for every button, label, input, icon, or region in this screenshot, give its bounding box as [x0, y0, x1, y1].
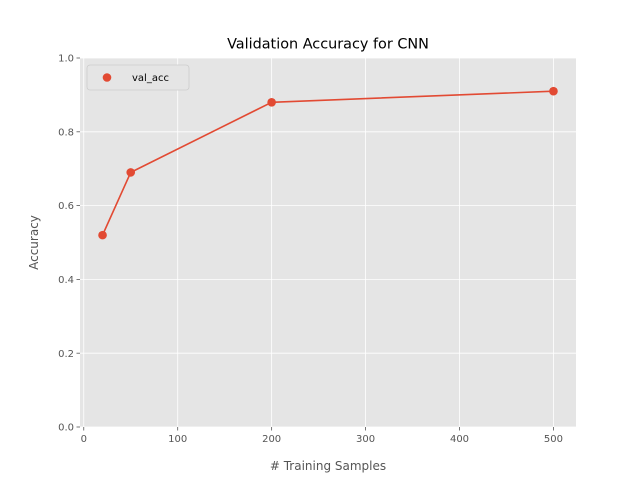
- y-tick-label: 0.4: [58, 275, 74, 286]
- x-tick-label: 400: [450, 434, 469, 445]
- y-tick-label: 0.2: [58, 349, 74, 360]
- y-tick-label: 0.8: [58, 127, 74, 138]
- x-tick-label: 500: [544, 434, 563, 445]
- grid: [80, 57, 576, 428]
- series-line-val-acc: [101, 90, 554, 236]
- y-tick-label: 0.0: [58, 423, 74, 434]
- x-tick-label: 300: [356, 434, 375, 445]
- x-axis-title: # Training Samples: [270, 459, 386, 473]
- series-layer: [98, 86, 558, 240]
- axis-ticks: 0 100 200 300 400 500 0.0 0.2 0.4 0.6 0.8 1.0: [58, 54, 563, 445]
- x-tick-label: 100: [168, 434, 187, 445]
- legend-box: [86, 64, 190, 91]
- plot-area: [80, 58, 576, 427]
- data-point: [98, 230, 107, 240]
- data-point: [126, 168, 136, 177]
- x-tick-label: 0: [81, 434, 87, 445]
- chart-title: Validation Accuracy for CNN: [227, 37, 429, 53]
- x-tick-label: 200: [262, 434, 281, 445]
- y-tick-label: 0.6: [58, 201, 74, 212]
- data-point: [267, 97, 276, 107]
- legend-marker: [102, 73, 112, 82]
- data-point: [549, 86, 558, 96]
- legend: val_acc: [86, 64, 190, 91]
- y-tick-label: 1.0: [58, 54, 74, 65]
- y-axis-title: Accuracy: [27, 215, 41, 270]
- legend-label: val_acc: [132, 73, 169, 84]
